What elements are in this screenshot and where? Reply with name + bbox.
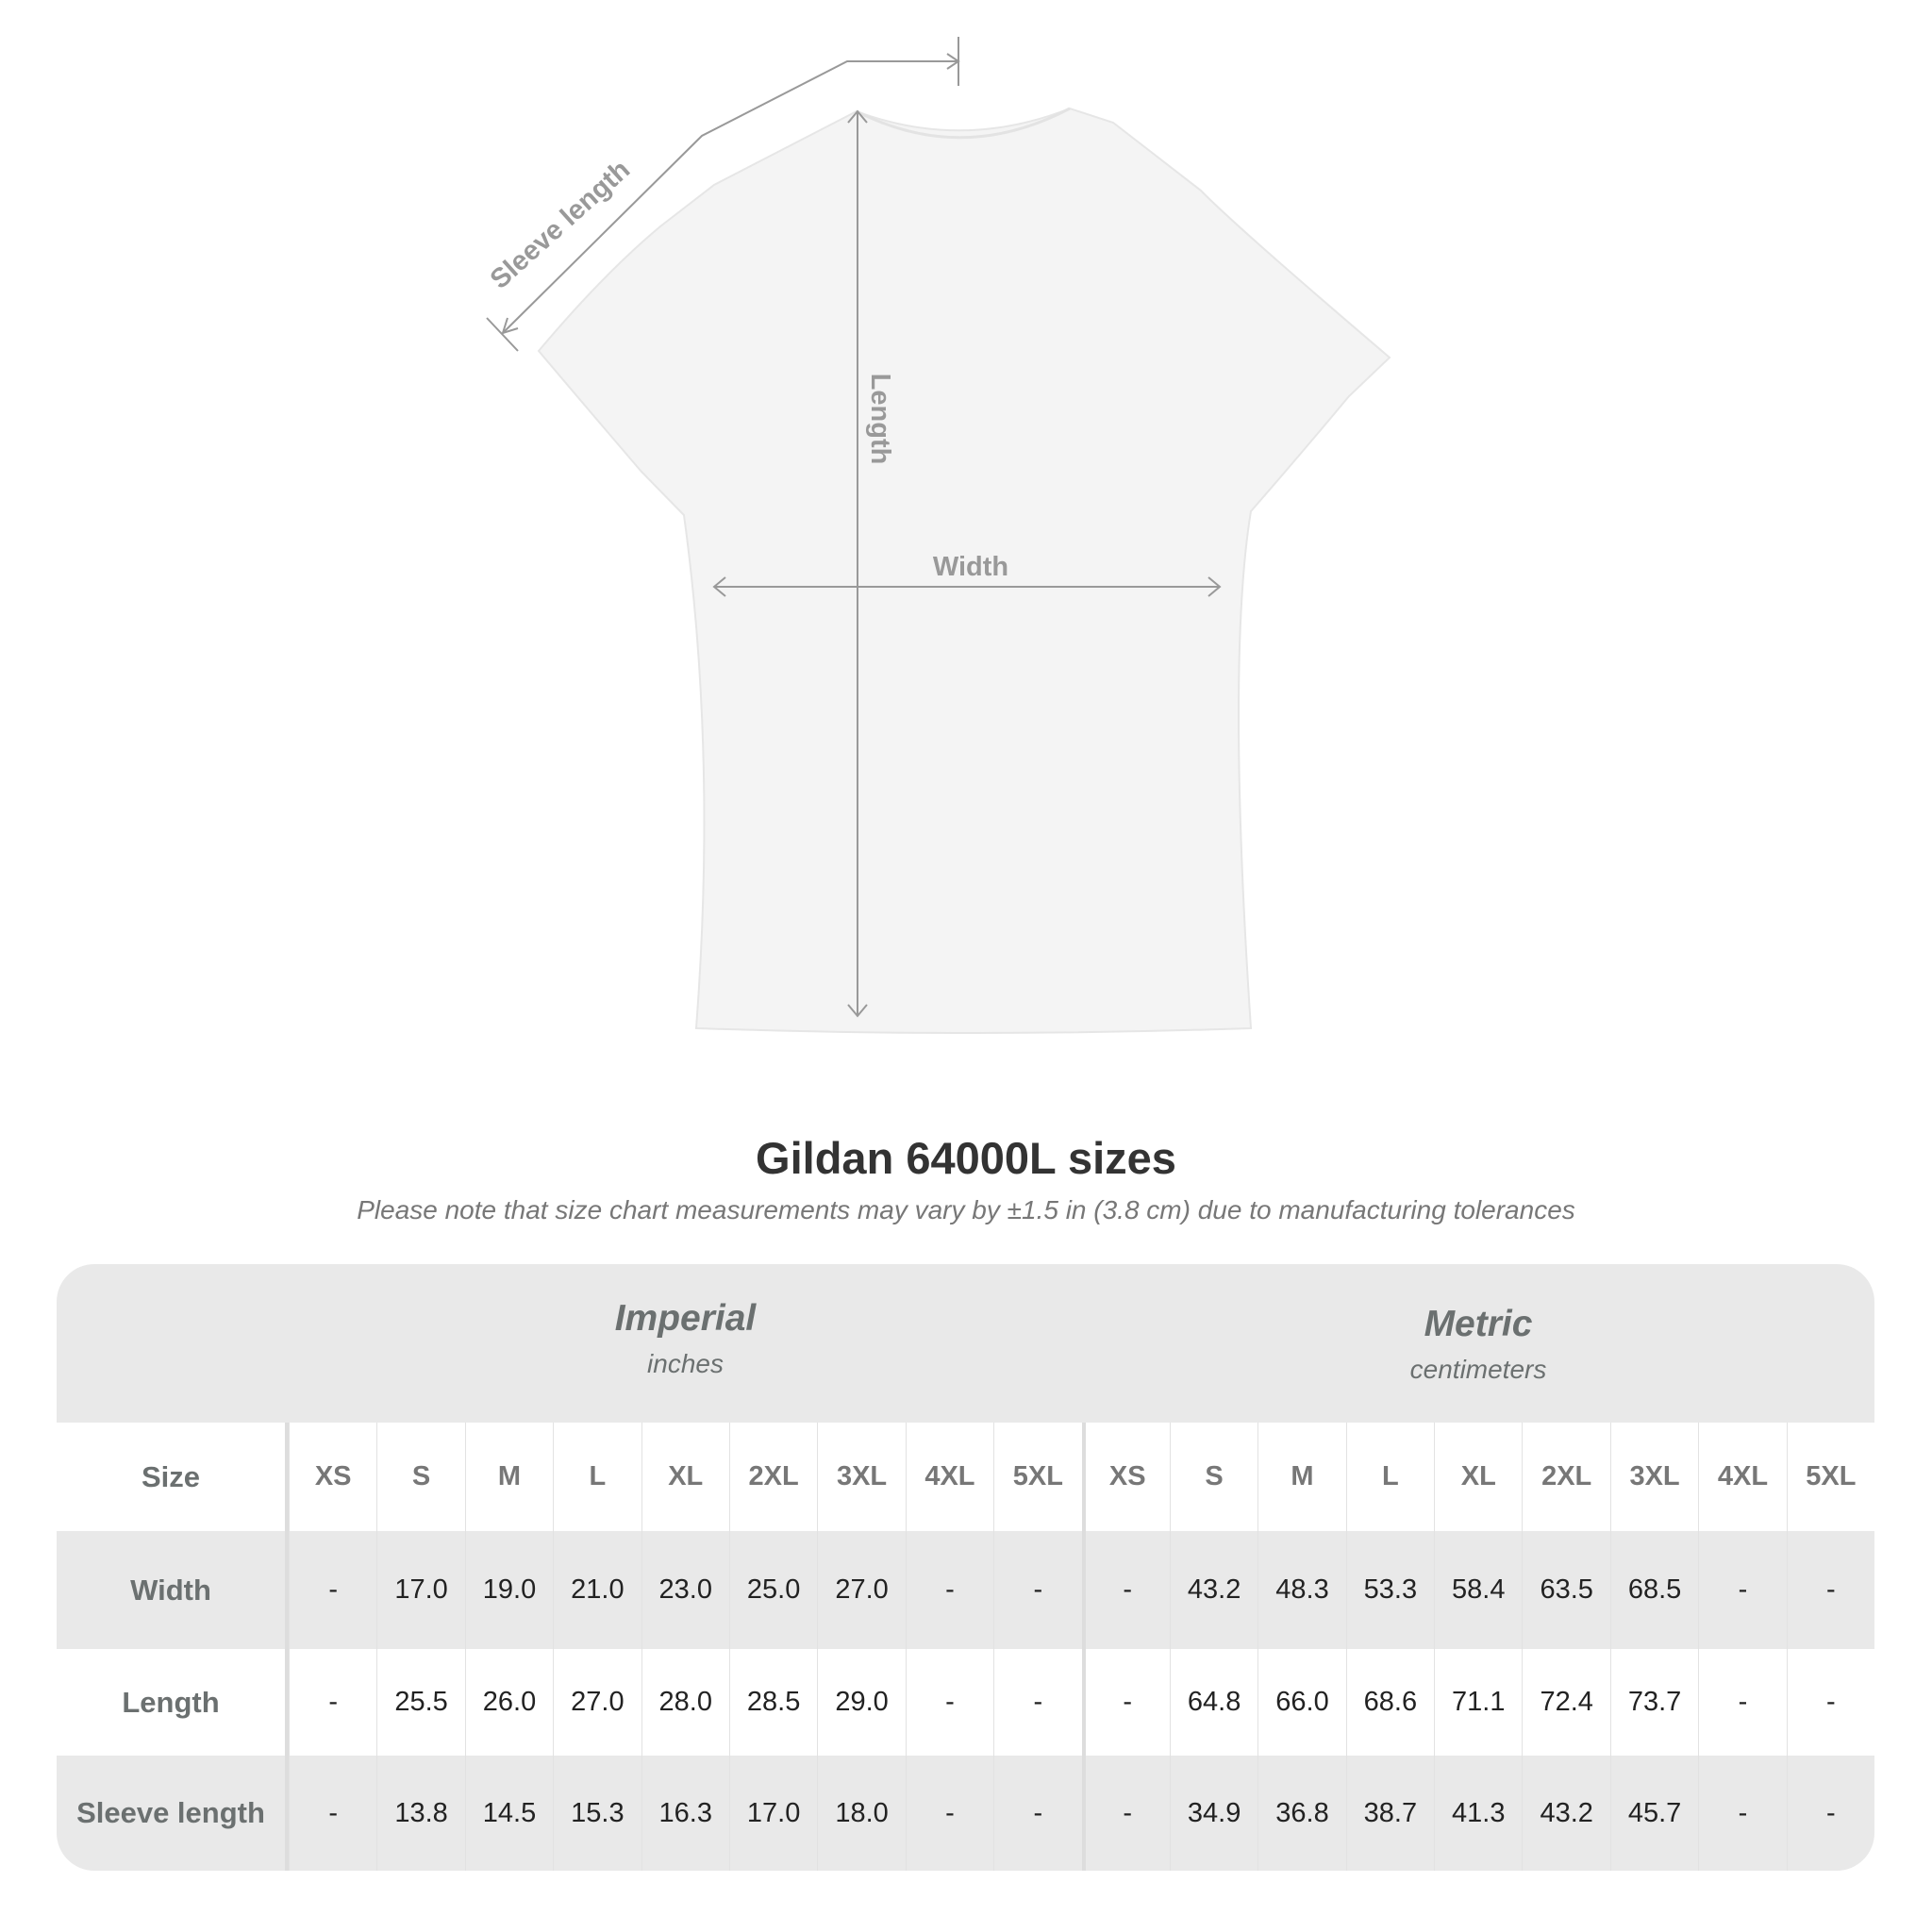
tolerance-note: Please note that size chart measurements… — [357, 1195, 1575, 1224]
table-cell-imperial: 27.0 — [553, 1649, 641, 1756]
table-cell-imperial: 26.0 — [464, 1649, 553, 1756]
table-cell-metric: 45.7 — [1609, 1756, 1698, 1871]
table-cell-imperial: 18.0 — [817, 1756, 905, 1871]
table-cell-metric: - — [1786, 1531, 1874, 1649]
table-cell-imperial: 28.5 — [728, 1649, 817, 1756]
measure-lines — [486, 37, 1222, 1018]
size-header-metric: L — [1345, 1423, 1434, 1531]
length-label: Length — [865, 374, 895, 465]
tshirt-image — [537, 107, 1391, 1034]
size-header-metric: M — [1257, 1423, 1345, 1531]
table-cell-metric: - — [1081, 1649, 1170, 1756]
size-header-metric: 2XL — [1522, 1423, 1609, 1531]
size-header-metric: XL — [1434, 1423, 1522, 1531]
table-cell-metric: 71.1 — [1434, 1649, 1522, 1756]
table-cell-metric: - — [1698, 1649, 1786, 1756]
table-cell-imperial: - — [905, 1756, 993, 1871]
size-header-metric: 5XL — [1786, 1423, 1874, 1531]
table-cell-metric: - — [1786, 1649, 1874, 1756]
table-cell-metric: 38.7 — [1345, 1756, 1434, 1871]
table-cell-metric: 43.2 — [1522, 1756, 1609, 1871]
table-cell-metric: 68.5 — [1609, 1531, 1698, 1649]
table-cell-imperial: 29.0 — [817, 1649, 905, 1756]
table-cell-metric: 43.2 — [1169, 1531, 1257, 1649]
table-cell-metric: 73.7 — [1609, 1649, 1698, 1756]
size-header-imperial: XS — [289, 1423, 376, 1531]
size-header-imperial: S — [376, 1423, 464, 1531]
table-cell-metric: - — [1698, 1531, 1786, 1649]
table-cell-metric: 58.4 — [1434, 1531, 1522, 1649]
size-header-imperial: 4XL — [905, 1423, 993, 1531]
table-cell-imperial: 25.5 — [376, 1649, 464, 1756]
table-cell-imperial: - — [993, 1649, 1081, 1756]
table-cell-imperial: 21.0 — [553, 1531, 641, 1649]
table-cell-imperial: - — [289, 1756, 376, 1871]
table-cell-metric: 53.3 — [1345, 1531, 1434, 1649]
table-cell-metric: - — [1698, 1756, 1786, 1871]
size-header-metric: 4XL — [1698, 1423, 1786, 1531]
size-table: Imperial inches Metric centimeters Size X… — [57, 1264, 1874, 1871]
table-cell-imperial: 15.3 — [553, 1756, 641, 1871]
table-cell-metric: 36.8 — [1257, 1756, 1345, 1871]
table-cell-metric: 41.3 — [1434, 1756, 1522, 1871]
size-column-header: Size — [57, 1423, 289, 1531]
table-cell-imperial: - — [993, 1756, 1081, 1871]
size-header-row: Size XS S M L XL 2XL 3XL 4XL 5XL XS S M L XL 2XL 3XL 4XL 5… — [57, 1423, 1874, 1531]
imperial-header: Imperial inches — [289, 1264, 1082, 1423]
table-cell-imperial: 27.0 — [817, 1531, 905, 1649]
table-cell-metric: 64.8 — [1169, 1649, 1257, 1756]
tshirt-diagram: Width Length Sleeve length — [485, 37, 1391, 1034]
table-cell-imperial: - — [289, 1649, 376, 1756]
table-cell-metric: - — [1786, 1756, 1874, 1871]
table-cell-imperial: - — [289, 1531, 376, 1649]
table-cell-metric: 34.9 — [1169, 1756, 1257, 1871]
size-header-imperial: 5XL — [993, 1423, 1081, 1531]
imperial-unit: inches — [647, 1349, 724, 1378]
table-cell-metric: 68.6 — [1345, 1649, 1434, 1756]
imperial-label: Imperial — [614, 1298, 757, 1339]
size-header-imperial: XL — [641, 1423, 729, 1531]
row-label: Sleeve length — [57, 1756, 289, 1871]
size-header-metric: XS — [1081, 1423, 1170, 1531]
table-cell-imperial: 14.5 — [464, 1756, 553, 1871]
table-cell-imperial: 25.0 — [728, 1531, 817, 1649]
size-header-imperial: 2XL — [728, 1423, 817, 1531]
table-cell-metric: 66.0 — [1257, 1649, 1345, 1756]
table-cell-imperial: - — [905, 1531, 993, 1649]
size-header-metric: S — [1169, 1423, 1257, 1531]
width-label: Width — [933, 552, 1008, 582]
page-title: Gildan 64000L sizes — [756, 1133, 1176, 1183]
table-row: Length -25.5 26.0 27.0 28.0 28.5 29.0- - -64.8 66… — [57, 1649, 1874, 1756]
table-cell-metric: - — [1081, 1756, 1170, 1871]
table-cell-imperial: 17.0 — [728, 1756, 817, 1871]
table-cell-imperial: 17.0 — [376, 1531, 464, 1649]
table-cell-metric: 48.3 — [1257, 1531, 1345, 1649]
table-cell-imperial: 16.3 — [641, 1756, 729, 1871]
size-header-metric: 3XL — [1609, 1423, 1698, 1531]
table-cell-imperial: - — [993, 1531, 1081, 1649]
row-label: Width — [57, 1531, 289, 1649]
table-cell-imperial: 19.0 — [464, 1531, 553, 1649]
metric-unit: centimeters — [1409, 1355, 1547, 1384]
table-cell-metric: 63.5 — [1522, 1531, 1609, 1649]
table-cell-metric: 72.4 — [1522, 1649, 1609, 1756]
collar — [856, 107, 1071, 140]
metric-label: Metric — [1424, 1304, 1533, 1344]
size-header-imperial: 3XL — [817, 1423, 905, 1531]
table-cell-metric: - — [1081, 1531, 1170, 1649]
table-cell-imperial: 23.0 — [641, 1531, 729, 1649]
table-row: Sleeve length -13.8 14.5 15.3 16.3 17.0 18.0- -… — [57, 1756, 1874, 1871]
table-cell-imperial: 13.8 — [376, 1756, 464, 1871]
table-cell-imperial: - — [905, 1649, 993, 1756]
table-cell-imperial: 28.0 — [641, 1649, 729, 1756]
size-header-imperial: M — [464, 1423, 553, 1531]
metric-header: Metric centimeters — [1082, 1264, 1874, 1428]
sleeve-arrow — [502, 60, 958, 334]
size-header-imperial: L — [553, 1423, 641, 1531]
table-row: Width -17.0 19.0 21.0 23.0 25.0 27.0- - -43.2 48.… — [57, 1531, 1874, 1649]
row-label: Length — [57, 1649, 289, 1756]
